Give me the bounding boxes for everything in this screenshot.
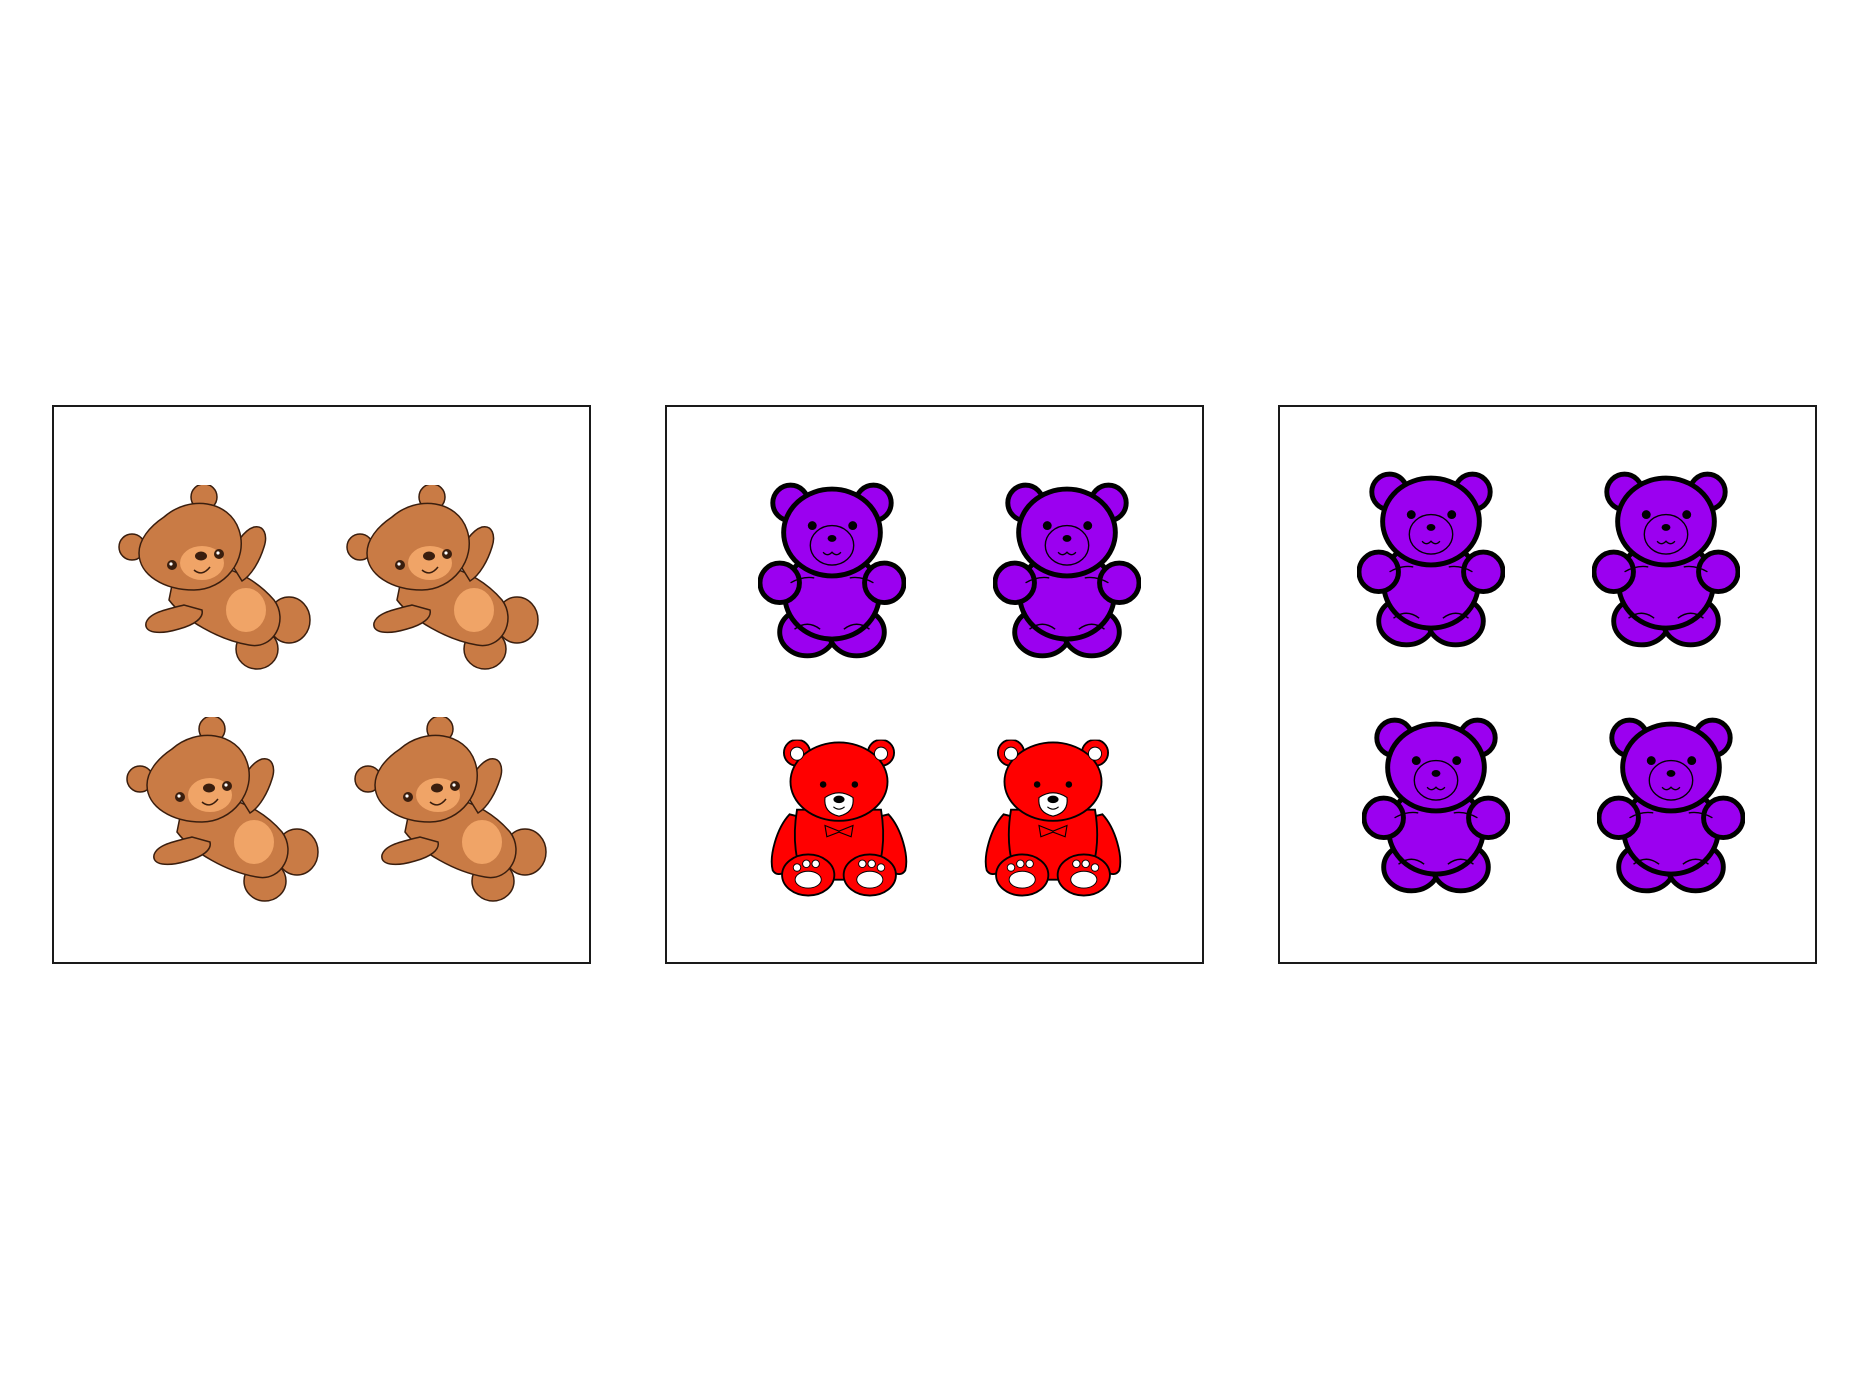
purple-gummy-bear-icon xyxy=(1357,469,1505,649)
brown-teddy-bear-icon xyxy=(122,717,322,907)
image-panel-1 xyxy=(52,405,591,964)
purple-gummy-bear-icon xyxy=(1592,469,1740,649)
purple-gummy-bear-icon xyxy=(1597,715,1745,895)
image-panel-2 xyxy=(665,405,1204,964)
red-teddy-bear-icon xyxy=(769,738,909,900)
brown-teddy-bear-icon xyxy=(342,485,542,675)
purple-gummy-bear-icon xyxy=(993,480,1141,660)
image-panel-3 xyxy=(1278,405,1817,964)
red-teddy-bear-icon xyxy=(983,738,1123,900)
brown-teddy-bear-icon xyxy=(350,717,550,907)
purple-gummy-bear-icon xyxy=(1362,715,1510,895)
purple-gummy-bear-icon xyxy=(758,480,906,660)
brown-teddy-bear-icon xyxy=(114,485,314,675)
